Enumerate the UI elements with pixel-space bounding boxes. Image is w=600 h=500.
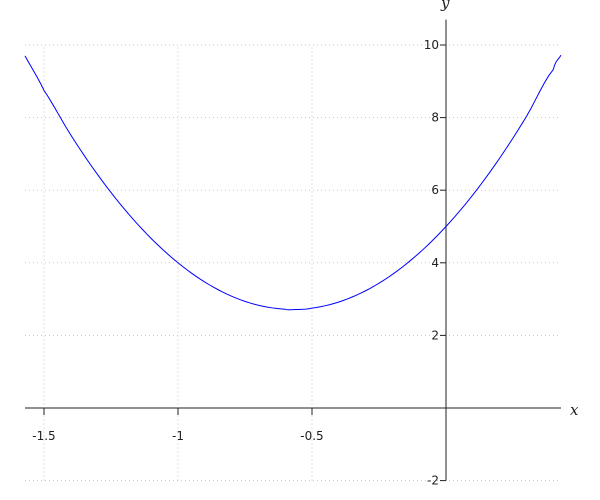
grid	[24, 44, 561, 482]
y-tick-label: 10	[424, 38, 439, 52]
ticks: -1.5 -1 -0.5 -2 2 4 6 8 10	[32, 38, 446, 488]
y-axis-label: y	[440, 0, 450, 12]
x-tick-label: -1	[172, 429, 184, 443]
x-axis-label: x	[570, 401, 579, 419]
y-tick-label: 8	[431, 111, 439, 125]
series-line	[24, 54, 562, 311]
x-tick-label: -1.5	[32, 429, 55, 443]
y-tick-label: -2	[427, 474, 439, 488]
series	[24, 54, 562, 311]
axes	[24, 19, 561, 481]
y-tick-label: 6	[431, 183, 439, 197]
y-tick-label: 2	[431, 328, 439, 342]
x-tick-label: -0.5	[300, 429, 323, 443]
y-tick-label: 4	[431, 256, 439, 270]
